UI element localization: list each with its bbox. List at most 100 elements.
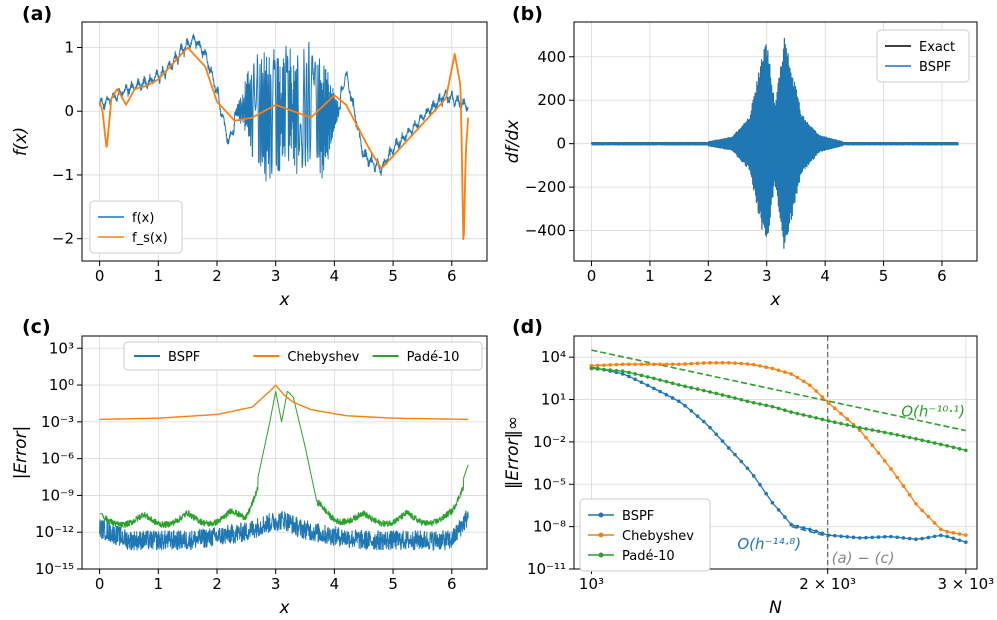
data-point <box>889 534 893 539</box>
legend-label: Chebyshev <box>287 350 359 365</box>
y-tick-label: 0 <box>64 102 74 120</box>
data-point <box>620 372 625 376</box>
data-point <box>839 411 843 416</box>
data-point <box>882 430 887 435</box>
y-tick-label: 10⁻² <box>533 433 566 451</box>
data-point <box>926 439 931 444</box>
data-point <box>739 361 744 366</box>
data-point <box>920 536 924 541</box>
data-point <box>864 535 868 540</box>
x-tick-label: 6 <box>937 267 947 285</box>
plot-frame <box>573 21 978 262</box>
data-point <box>845 417 850 421</box>
x-tick-label: 10³ <box>579 575 604 593</box>
panel-b: 0 1 2 3 4 5 6 400 200 0 −200 −400 (b) x df/dx Exact BSPF <box>503 3 978 310</box>
data-point <box>664 379 669 384</box>
legend-label: Chebyshev <box>622 529 694 544</box>
data-point <box>920 438 924 442</box>
data-point <box>639 373 644 378</box>
data-point <box>658 378 662 382</box>
data-point <box>964 540 968 544</box>
x-tick-label: 0 <box>95 575 105 593</box>
x-tick-label: 3 <box>271 267 281 285</box>
data-point <box>627 362 631 367</box>
data-point <box>808 414 812 419</box>
data-point <box>901 434 906 439</box>
x-tick-label: 4 <box>330 267 340 285</box>
data-point <box>870 428 875 432</box>
x-axis-label: x <box>769 290 781 310</box>
y-tick-label: 10⁻⁹ <box>41 486 74 504</box>
data-point <box>895 535 899 540</box>
data-point <box>776 406 781 411</box>
data-point <box>733 396 737 400</box>
data-point <box>957 532 962 536</box>
data-point <box>870 443 875 448</box>
data-point <box>639 380 644 385</box>
panel-d: 10³ 2 × 10³ 3 × 10³ 10⁴ 10¹ 10⁻² 10⁻⁵ 10⁻⁸ 10⁻¹¹… <box>503 316 994 618</box>
data-point <box>932 534 937 539</box>
data-point <box>932 521 937 525</box>
legend-label: BSPF <box>919 60 951 75</box>
data-point <box>851 424 856 429</box>
data-point <box>808 527 812 532</box>
panel-label: (d) <box>512 316 543 338</box>
x-tick-label: 5 <box>388 575 398 593</box>
data-point <box>814 529 818 534</box>
x-tick-label: 1 <box>645 267 655 285</box>
data-point <box>733 452 737 457</box>
x-axis-label: x <box>278 598 290 618</box>
data-point <box>814 416 818 420</box>
data-point <box>864 435 868 440</box>
data-point <box>608 368 612 372</box>
reference-label-pade: O(h⁻¹⁰·¹) <box>901 402 965 420</box>
data-point <box>907 536 912 541</box>
data-point <box>758 364 762 368</box>
data-point <box>714 432 719 437</box>
data-point <box>751 474 756 478</box>
data-point <box>689 385 694 390</box>
data-point <box>776 368 781 373</box>
data-point <box>814 389 818 393</box>
data-point <box>602 363 606 367</box>
y-axis-label: ‖Error‖∞ <box>503 416 523 489</box>
data-point <box>652 376 656 381</box>
x-tick-label: 5 <box>879 267 889 285</box>
y-tick-label: 10⁻⁸ <box>533 518 566 536</box>
data-point <box>589 366 594 371</box>
data-point <box>677 362 681 367</box>
data-point <box>645 375 650 379</box>
data-point <box>845 423 850 427</box>
y-tick-label: −2 <box>52 230 74 248</box>
data-point <box>677 399 681 404</box>
data-point <box>820 531 825 536</box>
legend-label: BSPF <box>168 350 200 365</box>
x-tick-label: 1 <box>154 267 164 285</box>
data-point <box>627 370 631 375</box>
data-point <box>795 524 800 529</box>
line-bspf <box>99 510 469 551</box>
data-point <box>701 419 706 424</box>
data-point <box>864 427 868 431</box>
x-tick-label: 4 <box>330 575 340 593</box>
legend-label: Padé-10 <box>622 549 675 564</box>
data-point <box>620 369 625 373</box>
data-point <box>789 372 793 376</box>
data-point <box>751 400 756 405</box>
legend-label: BSPF <box>622 509 654 524</box>
data-point <box>776 508 781 512</box>
data-point <box>745 466 750 471</box>
x-tick-label: 1 <box>154 575 164 593</box>
legend-box <box>89 200 183 254</box>
data-point <box>720 361 725 365</box>
x-tick-label: 2 <box>212 575 222 593</box>
data-point <box>889 431 893 436</box>
y-tick-label: 10¹ <box>541 391 566 409</box>
data-point <box>920 508 924 513</box>
legend-label: Padé-10 <box>407 350 460 365</box>
x-tick-label: 3 <box>271 575 281 593</box>
panel-c: 0 1 2 3 4 5 6 10³ 10⁰ 10⁻³ 10⁻⁶ 10⁻⁹ 10⁻¹² 10⁻¹⁵ (c) x |… <box>11 316 488 618</box>
line-bspf <box>591 37 959 249</box>
data-point <box>939 527 943 532</box>
data-point <box>720 393 725 397</box>
